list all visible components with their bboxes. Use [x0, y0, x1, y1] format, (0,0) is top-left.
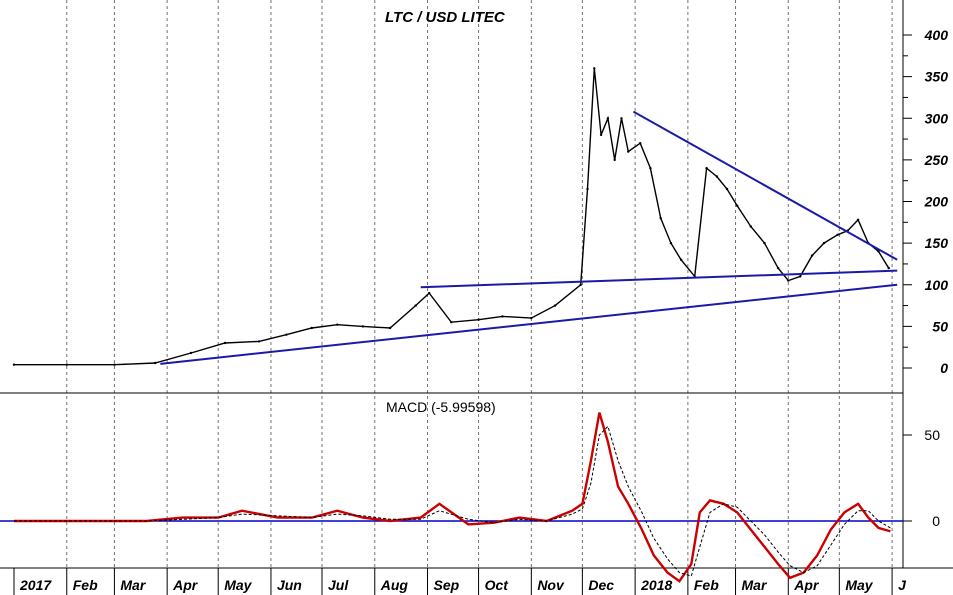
month-gridlines — [66, 0, 893, 568]
price-point — [822, 241, 826, 245]
price-point — [285, 333, 288, 336]
macd-y-tick-label: 0 — [932, 513, 940, 529]
price-point — [65, 363, 69, 366]
x-tick-label: J — [898, 577, 907, 593]
price-point — [361, 325, 365, 328]
price-point — [257, 340, 261, 343]
price-point — [725, 187, 729, 191]
price-point — [749, 225, 752, 228]
price-point — [223, 341, 227, 345]
price-point — [639, 142, 642, 145]
price-point — [787, 279, 790, 282]
y-tick-label: 300 — [925, 110, 949, 126]
x-tick-label: Aug — [380, 577, 409, 593]
x-tick-label: Sep — [434, 577, 460, 593]
price-point — [606, 117, 610, 120]
price-point — [763, 241, 766, 245]
y-tick-label: 400 — [924, 27, 949, 43]
price-point — [599, 133, 603, 137]
price-point — [877, 250, 880, 253]
price-point — [620, 117, 623, 120]
price-point — [679, 258, 683, 261]
x-tick-label: 2017 — [19, 577, 52, 593]
price-point — [428, 291, 431, 295]
macd-label: MACD (-5.99598) — [386, 399, 496, 415]
macd-y-axis: 0 50 — [903, 427, 940, 529]
price-point — [649, 167, 652, 170]
price-point — [310, 326, 313, 330]
macd-y-tick-label: 50 — [924, 427, 940, 443]
price-point — [887, 266, 890, 270]
price-point — [530, 316, 533, 320]
price-point — [414, 304, 417, 307]
trendline — [632, 110, 898, 261]
y-tick-label: 100 — [925, 277, 949, 293]
x-tick-label: Feb — [694, 577, 719, 593]
trendline — [160, 283, 898, 365]
price-point — [799, 275, 802, 278]
price-point — [553, 304, 557, 307]
price-point — [776, 266, 780, 270]
price-point — [715, 175, 718, 178]
price-line — [14, 68, 890, 366]
y-tick-label: 150 — [925, 235, 949, 251]
price-point — [388, 326, 392, 330]
macd-signal-line — [14, 425, 891, 577]
price-point — [12, 363, 16, 366]
price-point — [856, 218, 860, 221]
month-x-axis: 2017 Feb Mar Apr May Jun Jul Aug Sep Oct Nov Dec 201… — [13, 568, 907, 595]
y-tick-label: 350 — [925, 69, 949, 85]
y-tick-label: 250 — [924, 152, 949, 168]
price-point — [336, 323, 339, 326]
price-point — [154, 361, 157, 365]
price-point — [586, 187, 589, 191]
price-point — [613, 158, 616, 162]
x-tick-label: Oct — [485, 577, 510, 593]
chart-frame — [0, 0, 953, 569]
price-point — [705, 167, 708, 170]
x-tick-label: Mar — [742, 577, 768, 593]
price-y-axis: 0 50 100 150 200 250 300 350 400 — [903, 27, 948, 376]
x-tick-label: Mar — [120, 577, 146, 593]
chart-title: LTC / USD LITEC — [385, 9, 506, 26]
x-tick-label: Jun — [277, 577, 302, 593]
price-point — [113, 363, 116, 366]
price-point — [810, 254, 814, 257]
y-tick-label: 200 — [924, 194, 949, 210]
x-tick-label: Jul — [328, 577, 349, 593]
price-point — [579, 283, 582, 286]
price-point — [450, 321, 453, 324]
x-tick-label: May — [845, 577, 873, 593]
trendline — [420, 269, 898, 289]
price-point — [669, 241, 673, 245]
price-point — [477, 318, 480, 321]
price-point — [189, 351, 193, 355]
price-point — [836, 233, 839, 236]
x-tick-label: Apr — [793, 577, 820, 593]
y-tick-label: 50 — [932, 318, 948, 334]
price-point — [501, 315, 504, 318]
trendlines — [160, 110, 898, 365]
price-point — [593, 67, 596, 70]
x-tick-label: Apr — [172, 577, 199, 593]
price-point — [736, 204, 739, 207]
x-tick-label: Nov — [537, 577, 565, 593]
price-series — [12, 67, 890, 366]
x-tick-label: Dec — [588, 577, 614, 593]
price-point — [627, 150, 630, 153]
x-tick-label: Feb — [73, 577, 98, 593]
macd-series — [0, 412, 903, 583]
price-point — [659, 217, 662, 220]
y-tick-label: 0 — [940, 360, 948, 376]
macd-line — [14, 412, 891, 583]
x-tick-label: 2018 — [640, 577, 672, 593]
x-tick-label: May — [224, 577, 252, 593]
